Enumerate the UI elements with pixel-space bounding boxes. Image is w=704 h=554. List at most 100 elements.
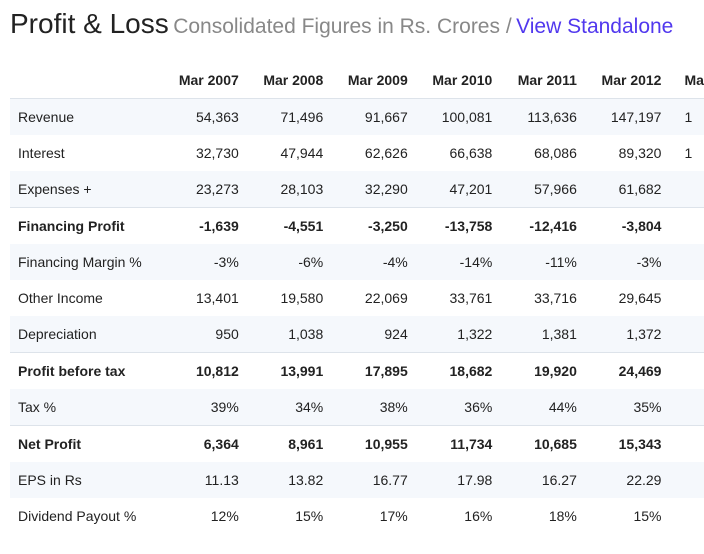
table-row: Financing Margin % -3% -6% -4% -14% -11% -3% [10,244,704,280]
cell-value: 15,343 [576,425,662,462]
row-label: EPS in Rs [10,462,155,498]
cell-value: -4,551 [238,207,324,244]
column-header: Mar 2007 [154,62,239,99]
cell-value: 36% [407,389,493,426]
cell-value: 924 [323,316,408,353]
column-header: Mar 2010 [407,62,493,99]
cell-value: 16.77 [323,462,408,498]
row-label: Profit before tax [10,352,155,389]
cell-value: 12% [210,508,239,524]
cell-value: 6,364 [154,425,239,462]
cell-value: -3,250 [323,207,408,244]
cell-value: 32,730 [195,145,239,161]
column-header: Mar 2009 [323,62,408,99]
cell-value: 62,626 [364,145,408,161]
cell-value [661,316,704,353]
row-label: Revenue [10,98,155,135]
table-row: Other Income 13,401 19,580 22,069 33,761 33,7… [10,280,704,316]
cell-value: 13,991 [238,352,324,389]
cell-value: -3,804 [576,207,662,244]
cell-value: -6% [238,244,324,280]
row-label: Interest [18,145,65,161]
cell-value: 17.98 [407,462,493,498]
cell-value: 23,273 [154,171,239,208]
row-label: Net Profit [10,425,155,462]
cell-value: 61,682 [576,171,662,208]
cell-value: 66,638 [449,145,493,161]
cell-value [661,244,704,280]
cell-value: 57,966 [492,171,577,208]
row-label: Other Income [18,290,103,306]
page-subtitle: Consolidated Figures in Rs. Crores / [173,15,512,38]
table-header-row: Mar 2007 Mar 2008 Mar 2009 Mar 2010 Mar 2011… [10,62,704,99]
column-header: Mar 2011 [492,62,577,99]
table-row: Expenses +23,273 28,103 32,290 47,201 57,966… [10,171,704,208]
cell-value: 1 [684,145,693,161]
cell-value: 100,081 [407,98,493,135]
cell-value: 1,038 [238,316,324,353]
cell-value: 33,761 [449,290,493,306]
cell-value: 1 [661,98,704,135]
cell-value: 33,716 [534,290,577,306]
table-row: Revenue 54,363 71,496 91,667 100,081 113,636 1… [10,98,704,135]
column-header: Ma [661,62,704,99]
cell-value: 10,685 [492,425,577,462]
cell-value: 22,069 [364,290,408,306]
cell-value [661,352,704,389]
section-header: Profit & Loss Consolidated Figures in Rs… [10,8,673,40]
cell-value: 11.13 [154,462,239,498]
cell-value [661,462,704,498]
cell-value: 89,320 [618,145,662,161]
table-row: EPS in Rs 11.13 13.82 16.77 17.98 16.27 22.29 [10,462,704,498]
cell-value: -14% [407,244,493,280]
cell-value: 35% [576,389,662,426]
cell-value: 13,401 [195,290,239,306]
cell-value: -3% [154,244,239,280]
cell-value: 47,944 [280,145,324,161]
cell-value: -3% [576,244,662,280]
column-header: Mar 2008 [238,62,324,99]
cell-value: 39% [154,389,239,426]
cell-value: 15% [295,508,324,524]
cell-value: 18% [548,508,577,524]
cell-value: 1,322 [407,316,493,353]
cell-value: 28,103 [238,171,324,208]
cell-value: 10,812 [154,352,239,389]
row-label: Financing Profit [10,207,155,244]
cell-value: -11% [492,244,577,280]
cell-value: 11,734 [407,425,493,462]
cell-value: 38% [323,389,408,426]
table-row: Profit before tax 10,812 13,991 17,895 18,68… [10,352,704,389]
cell-value: 147,197 [576,98,662,135]
page-title: Profit & Loss [10,8,169,39]
table-row: Depreciation 950 1,038 924 1,322 1,381 1,372 [10,316,704,353]
cell-value: 16% [464,508,493,524]
cell-value [661,280,704,316]
cell-value: 10,955 [323,425,408,462]
cell-value: 950 [154,316,239,353]
cell-value [661,389,704,426]
cell-value: 54,363 [154,98,239,135]
column-header: Mar 2012 [576,62,662,99]
table-row: Dividend Payout % 12% 15% 17% 16% 18% 15% [10,498,704,534]
cell-value: 19,920 [492,352,577,389]
cell-value: 13.82 [238,462,324,498]
cell-value: 91,667 [323,98,408,135]
cell-value: 68,086 [534,145,577,161]
cell-value: 32,290 [323,171,408,208]
cell-value: 16.27 [492,462,577,498]
cell-value: 18,682 [407,352,493,389]
cell-value [661,207,704,244]
row-label: Tax % [10,389,155,426]
table-row: Financing Profit -1,639 -4,551 -3,250 -13,75… [10,207,704,244]
row-label[interactable]: Expenses + [10,171,155,208]
cell-value [661,425,704,462]
cell-value: 47,201 [407,171,493,208]
header-blank [10,62,155,99]
row-label: Dividend Payout % [18,508,137,524]
cell-value: -1,639 [154,207,239,244]
cell-value: 34% [238,389,324,426]
cell-value: 17% [379,508,408,524]
cell-value: 15% [633,508,662,524]
view-standalone-link[interactable]: View Standalone [516,15,674,38]
